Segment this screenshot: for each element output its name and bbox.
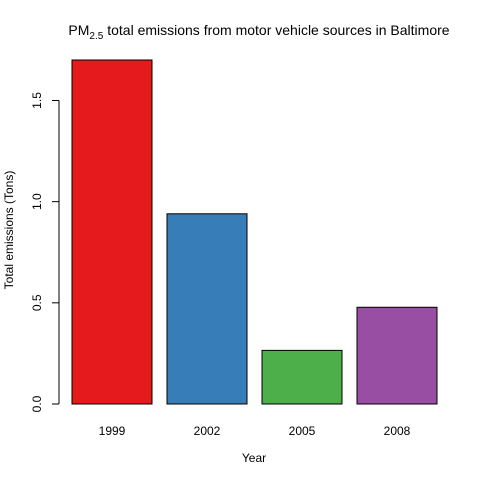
chart-title-subscript: 2.5 [89,31,103,42]
x-tick-label: 2008 [384,424,411,438]
chart-title-suffix: total emissions from motor vehicle sourc… [103,22,449,38]
y-axis-label: Total emissions (Tons) [2,171,16,290]
x-tick-label: 2005 [289,424,316,438]
bar-2002 [166,213,248,405]
x-tick-label: 1999 [99,424,126,438]
chart-title: PM2.5 total emissions from motor vehicle… [68,22,449,42]
y-tick-label: 1.0 [30,193,44,210]
x-tick-labels: 1999 2002 2005 2008 [99,424,411,438]
x-axis-label: Year [242,451,266,465]
chart-title-prefix: PM [68,22,89,38]
bars [71,59,438,405]
y-axis: 0.0 0.5 1.0 1.5 [30,92,60,412]
x-tick-label: 2002 [194,424,221,438]
y-tick-label: 0.0 [30,395,44,412]
y-tick-label: 1.5 [30,92,44,109]
bar-1999 [71,59,153,405]
y-tick-label: 0.5 [30,294,44,311]
bar-2008 [356,306,438,405]
bar-2005 [261,349,343,405]
